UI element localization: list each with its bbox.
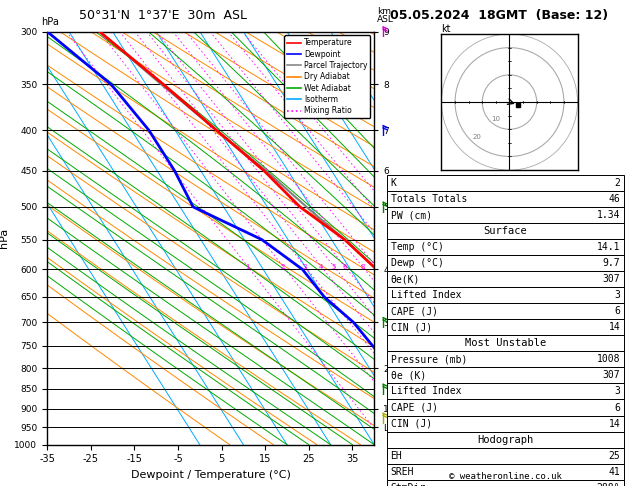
Text: 3: 3 [303,263,308,270]
Text: θe (K): θe (K) [391,370,426,381]
Text: 41: 41 [608,467,620,477]
Text: 2: 2 [615,178,620,188]
Text: 46: 46 [608,194,620,204]
Text: 3: 3 [615,290,620,300]
Text: 50°31'N  1°37'E  30m  ASL: 50°31'N 1°37'E 30m ASL [79,9,247,22]
Text: 288°: 288° [597,483,620,486]
Text: CAPE (J): CAPE (J) [391,306,438,316]
Text: Hodograph: Hodograph [477,434,533,445]
Text: CIN (J): CIN (J) [391,418,431,429]
Text: 2: 2 [281,263,286,270]
Text: 10: 10 [372,263,381,270]
Text: PW (cm): PW (cm) [391,210,431,220]
Text: 6: 6 [343,263,347,270]
Text: CIN (J): CIN (J) [391,322,431,332]
Text: 05.05.2024  18GMT  (Base: 12): 05.05.2024 18GMT (Base: 12) [390,9,608,22]
Text: 20: 20 [472,134,481,140]
Text: Surface: Surface [484,226,527,236]
Text: Pressure (mb): Pressure (mb) [391,354,467,364]
Text: CAPE (J): CAPE (J) [391,402,438,413]
Legend: Temperature, Dewpoint, Parcel Trajectory, Dry Adiabat, Wet Adiabat, Isotherm, Mi: Temperature, Dewpoint, Parcel Trajectory… [284,35,370,118]
Text: 14: 14 [608,418,620,429]
Text: 5: 5 [332,263,337,270]
Text: 14: 14 [608,322,620,332]
Text: Temp (°C): Temp (°C) [391,242,443,252]
Text: 307: 307 [603,274,620,284]
Text: θe(K): θe(K) [391,274,420,284]
Text: Most Unstable: Most Unstable [465,338,546,348]
Text: SREH: SREH [391,467,414,477]
Text: 6: 6 [615,306,620,316]
Y-axis label: Mixing Ratio (g/kg): Mixing Ratio (g/kg) [402,195,411,281]
Text: km
ASL: km ASL [377,7,394,24]
Text: 9.7: 9.7 [603,258,620,268]
Text: K: K [391,178,396,188]
Text: © weatheronline.co.uk: © weatheronline.co.uk [449,472,562,481]
Text: 1: 1 [245,263,250,270]
Text: Totals Totals: Totals Totals [391,194,467,204]
Text: 4: 4 [319,263,323,270]
Text: 3: 3 [615,386,620,397]
Text: 1008: 1008 [597,354,620,364]
Text: 1.34: 1.34 [597,210,620,220]
Text: hPa: hPa [41,17,58,27]
X-axis label: Dewpoint / Temperature (°C): Dewpoint / Temperature (°C) [131,470,291,480]
Text: 6: 6 [615,402,620,413]
Text: Lifted Index: Lifted Index [391,386,461,397]
Text: kt: kt [442,24,451,34]
Y-axis label: hPa: hPa [0,228,9,248]
Text: 14.1: 14.1 [597,242,620,252]
Text: 25: 25 [608,451,620,461]
Text: 10: 10 [491,116,500,122]
Text: Dewp (°C): Dewp (°C) [391,258,443,268]
Text: 8: 8 [360,263,365,270]
Text: 307: 307 [603,370,620,381]
Text: EH: EH [391,451,403,461]
Text: StmDir: StmDir [391,483,426,486]
Text: Lifted Index: Lifted Index [391,290,461,300]
